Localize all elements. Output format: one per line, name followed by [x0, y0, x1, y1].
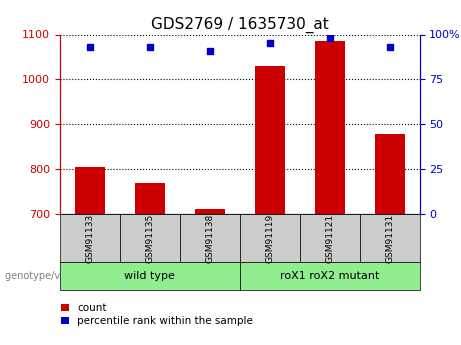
Text: GSM91138: GSM91138: [205, 214, 214, 263]
Title: GDS2769 / 1635730_at: GDS2769 / 1635730_at: [151, 17, 329, 33]
Bar: [254, 66, 284, 214]
Legend: count, percentile rank within the sample: count, percentile rank within the sample: [60, 303, 253, 326]
Bar: [195, 208, 225, 214]
Bar: [75, 167, 105, 214]
Text: GSM91119: GSM91119: [265, 214, 274, 263]
Point: [146, 44, 154, 50]
Point: [386, 44, 393, 50]
Text: genotype/variation ▶: genotype/variation ▶: [5, 271, 108, 281]
Bar: [314, 41, 344, 214]
Bar: [374, 134, 404, 214]
Text: wild type: wild type: [124, 271, 175, 281]
Text: GSM91135: GSM91135: [145, 214, 154, 263]
Text: GSM91133: GSM91133: [85, 214, 95, 263]
Point: [86, 44, 94, 50]
Text: roX1 roX2 mutant: roX1 roX2 mutant: [280, 271, 379, 281]
Text: GSM91131: GSM91131: [385, 214, 394, 263]
Point: [206, 48, 213, 53]
Point: [266, 41, 273, 46]
Bar: [135, 184, 165, 214]
Text: GSM91121: GSM91121: [325, 214, 334, 263]
Point: [326, 35, 333, 41]
